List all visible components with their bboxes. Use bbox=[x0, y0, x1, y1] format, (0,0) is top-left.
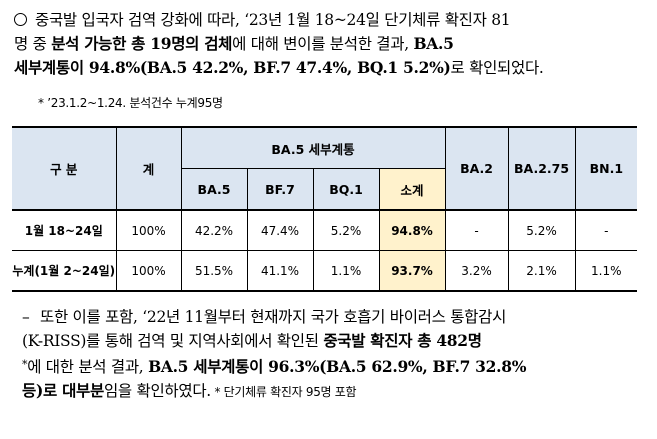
highlight-ba5-ratio: BA.5 세부계통이 96.3%(BA.5 62.9%, BF.7 32.8% bbox=[148, 357, 527, 376]
highlight-majority: 대부분 bbox=[62, 381, 104, 400]
paragraph-line-4: 등)로 대부분임을 확인하였다. * 단기체류 확진자 95명 포함 bbox=[22, 381, 357, 400]
cell-ba2: - bbox=[444, 209, 509, 251]
table-row: 누계(1월 2~24일) 100% 51.5% 41.1% 1.1% 93.7%… bbox=[12, 250, 638, 292]
cell-bq1: 1.1% bbox=[312, 250, 380, 292]
paragraph-line-3: 세부계통이 94.8%(BA.5 42.2%, BF.7 47.4%, BQ.1… bbox=[14, 58, 544, 77]
cell-bf7: 41.1% bbox=[246, 250, 314, 292]
table-row: 1월 18~24일 100% 42.2% 47.4% 5.2% 94.8% - … bbox=[12, 209, 638, 251]
highlight-sample-count: 분석 가능한 총 19명의 검체 bbox=[51, 34, 233, 53]
asterisk-mark: * bbox=[22, 358, 28, 371]
header-ba5: BA.5 bbox=[181, 168, 248, 211]
highlight-total-cases: 중국발 확진자 총 482명 bbox=[323, 331, 482, 350]
paragraph-cumulative: – 또한 이를 포함, ‘22년 11월부터 현재까지 국가 호흡기 바이러스 통… bbox=[22, 305, 646, 404]
highlight-ratio: 94.8%(BA.5 42.2%, BF.7 47.4%, BQ.1 5.2%) bbox=[83, 58, 451, 77]
cell-subtotal: 94.8% bbox=[378, 209, 446, 251]
circle-bullet-icon bbox=[14, 13, 27, 26]
header-ba2: BA.2 bbox=[444, 126, 509, 211]
variant-table: 구 분 계 BA.5 세부계통 BA.2 BA.2.75 BN.1 BA.5 B… bbox=[12, 126, 638, 292]
header-bf7: BF.7 bbox=[246, 168, 314, 211]
header-total: 계 bbox=[115, 126, 182, 211]
cell-ba5: 42.2% bbox=[180, 209, 248, 251]
cell-total: 100% bbox=[115, 250, 182, 292]
paragraph-line-2: 명 중 분석 가능한 총 19명의 검체에 대해 변이를 분석한 결과, BA.… bbox=[14, 34, 454, 53]
paragraph-line-3: *에 대한 분석 결과, BA.5 세부계통이 96.3%(BA.5 62.9%… bbox=[22, 357, 527, 376]
cell-bf7: 47.4% bbox=[246, 209, 314, 251]
header-bn1: BN.1 bbox=[574, 126, 638, 211]
header-gubun: 구 분 bbox=[12, 126, 117, 211]
header-bq1: BQ.1 bbox=[312, 168, 380, 211]
row-label: 1월 18~24일 bbox=[12, 209, 117, 251]
cell-ba275: 2.1% bbox=[507, 250, 576, 292]
cell-subtotal: 93.7% bbox=[378, 250, 446, 292]
cell-total: 100% bbox=[115, 209, 182, 251]
header-ba5-group: BA.5 세부계통 bbox=[180, 126, 446, 169]
cell-bn1: 1.1% bbox=[574, 250, 638, 292]
footnote-analysis-count: * ’23.1.2~1.24. 분석건수 누계95명 bbox=[38, 96, 223, 110]
header-ba275: BA.2.75 bbox=[507, 126, 576, 211]
paragraph-line-1: – 또한 이를 포함, ‘22년 11월부터 현재까지 국가 호흡기 바이러스 통… bbox=[22, 305, 646, 329]
dash-bullet-icon: – bbox=[22, 308, 30, 326]
paragraph-line-2: (K-RISS)를 통해 검역 및 지역사회에서 확인된 중국발 확진자 총 4… bbox=[22, 331, 482, 350]
footnote-short-stay: * 단기체류 확진자 95명 포함 bbox=[210, 385, 357, 399]
paragraph-line-1: 중국발 입국자 검역 강화에 따라, ‘23년 1월 18~24일 단기체류 확… bbox=[14, 8, 644, 32]
cell-ba5: 51.5% bbox=[180, 250, 248, 292]
cell-ba275: 5.2% bbox=[507, 209, 576, 251]
row-label: 누계(1월 2~24일) bbox=[12, 250, 117, 292]
paragraph-main: 중국발 입국자 검역 강화에 따라, ‘23년 1월 18~24일 단기체류 확… bbox=[14, 8, 644, 80]
cell-ba2: 3.2% bbox=[444, 250, 509, 292]
header-subtotal: 소계 bbox=[378, 168, 446, 211]
cell-bn1: - bbox=[574, 209, 638, 251]
cell-bq1: 5.2% bbox=[312, 209, 380, 251]
